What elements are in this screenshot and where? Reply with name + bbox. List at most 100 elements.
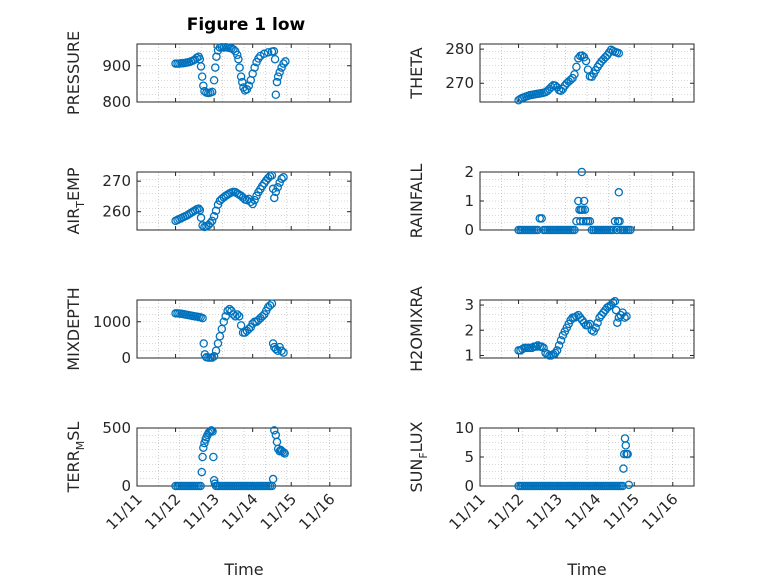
data-point: [235, 63, 244, 72]
data-point: [238, 77, 247, 87]
data-point: [566, 75, 575, 85]
data-point: [585, 217, 595, 226]
data-point: [250, 63, 259, 72]
y-axis-label-subscript: F: [417, 452, 430, 458]
y-axis-label-tail: SL: [64, 422, 83, 441]
data-point: [272, 77, 282, 87]
data-point: [259, 49, 269, 59]
data-point: [207, 426, 216, 435]
data-point: [244, 81, 254, 90]
data-point: [250, 195, 259, 205]
y-axis-label-main: TERR: [64, 450, 83, 493]
data-point: [207, 216, 217, 226]
data-point: [275, 178, 284, 187]
data-point: [618, 481, 627, 491]
data-point: [233, 310, 242, 319]
data-point: [271, 344, 281, 354]
y-tick-label: 270: [445, 74, 474, 92]
data-point: [244, 324, 254, 334]
data-point: [209, 475, 219, 485]
axes-box: [479, 43, 695, 103]
data-point: [258, 312, 267, 321]
y-axis-label: TERRMSL: [64, 422, 87, 494]
data-point: [211, 63, 220, 72]
data-point: [271, 90, 281, 100]
y-axis-label-subscript: M: [74, 441, 87, 451]
y-tick-label: 5: [464, 448, 474, 466]
data-point: [279, 172, 288, 182]
y-tick-label: 1: [464, 346, 474, 364]
data-point: [196, 213, 206, 223]
data-point: [197, 72, 207, 81]
data-point: [209, 212, 219, 221]
data-point: [622, 312, 631, 321]
y-tick-label: 0: [464, 477, 474, 495]
data-point: [198, 221, 207, 230]
subplot-2: 270 280 THETA: [407, 40, 695, 105]
data-point: [574, 196, 583, 206]
data-point: [281, 57, 290, 66]
data-point: [206, 219, 215, 228]
data-point: [219, 317, 229, 326]
data-point: [626, 225, 635, 235]
data-point: [547, 82, 556, 92]
data-point: [198, 452, 207, 462]
y-tick-label: 0: [121, 349, 131, 367]
data-point: [579, 196, 589, 206]
data-point: [277, 174, 286, 183]
data-point: [570, 70, 579, 79]
data-point: [550, 348, 560, 358]
data-point: [277, 63, 286, 72]
subplot-6: 1 2 3 H2OMIXRA: [407, 286, 695, 372]
data-point: [196, 481, 205, 491]
data-point: [208, 427, 217, 436]
data-point: [577, 51, 587, 60]
data-point: [554, 341, 564, 350]
y-axis-label: SUNFLUX: [407, 421, 430, 492]
data-point: [254, 54, 263, 63]
data-point: [267, 171, 277, 180]
data-point: [236, 72, 246, 81]
data-point: [234, 312, 244, 321]
y-tick-label: 500: [102, 419, 131, 437]
data-point: [518, 344, 527, 354]
subplot-5: 0 1000 MIXDEPTH: [64, 287, 352, 371]
data-point: [209, 351, 219, 361]
data-point: [608, 298, 618, 307]
data-point: [591, 323, 600, 332]
data-point: [578, 205, 587, 214]
data-point: [200, 438, 209, 448]
data-point: [537, 342, 546, 351]
data-point: [270, 54, 280, 64]
data-point: [279, 348, 288, 357]
axes-box: [479, 299, 695, 359]
data-point: [572, 312, 581, 321]
data-point: [580, 205, 590, 214]
data-point: [279, 448, 288, 457]
y-axis-label-tail: LUX: [407, 421, 426, 452]
data-point: [213, 200, 223, 209]
data-point: [199, 339, 208, 348]
y-tick-label: 800: [102, 93, 131, 111]
data-point: [615, 217, 624, 226]
data-point: [531, 342, 541, 351]
y-tick-label: 2: [464, 321, 474, 339]
data-point: [614, 188, 624, 197]
data-point: [229, 310, 238, 319]
data-point: [279, 59, 288, 68]
data-point: [196, 62, 206, 71]
data-point: [209, 76, 219, 85]
data-point: [198, 313, 207, 323]
data-point: [206, 427, 215, 436]
data-point: [619, 464, 628, 473]
data-point: [233, 50, 242, 60]
y-tick-label: 2: [464, 163, 474, 181]
data-point: [539, 343, 548, 353]
y-tick-label: 0: [464, 221, 474, 239]
data-point: [269, 47, 279, 56]
y-tick-label: 900: [102, 57, 131, 75]
y-axis-label-main: AIR: [64, 208, 83, 235]
subplot-3: 260 270 AIRTEMP: [64, 167, 352, 235]
